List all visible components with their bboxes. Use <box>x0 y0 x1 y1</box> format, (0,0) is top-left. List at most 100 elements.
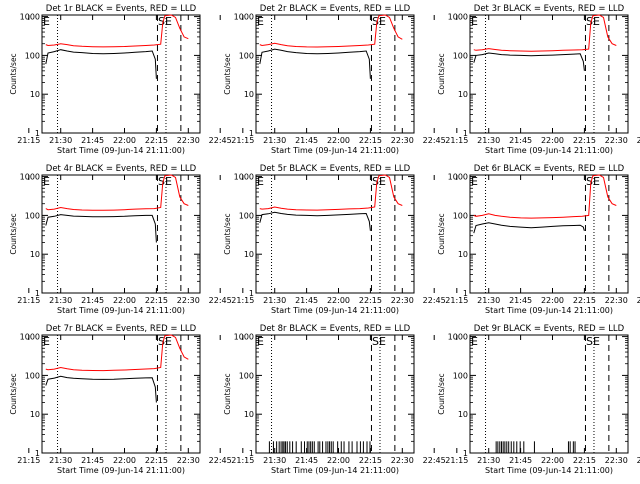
y-tick-label: 10 <box>458 90 468 99</box>
x-tick-label: 21:45 <box>295 136 318 145</box>
x-axis-label: Start Time (09-Jun-14 21:11:00) <box>485 306 613 315</box>
y-tick-label: 1000 <box>448 13 468 22</box>
x-tick-label: 22:15 <box>573 296 596 305</box>
lld-series-line <box>259 174 403 211</box>
x-tick-label: 22:00 <box>113 296 136 305</box>
x-tick-label: 22:00 <box>541 136 564 145</box>
x-axis-label: Start Time (09-Jun-14 21:11:00) <box>271 306 399 315</box>
y-tick-label: 1000 <box>20 13 40 22</box>
x-axis-label: Start Time (09-Jun-14 21:11:00) <box>485 466 613 475</box>
y-tick-label: 1000 <box>234 173 254 182</box>
event-marker-label: SE <box>158 335 172 348</box>
x-tick-label: 22:15 <box>359 296 382 305</box>
x-tick-label: 22:00 <box>327 136 350 145</box>
event-marker-label: SE <box>586 175 600 188</box>
y-tick-label: 10 <box>244 410 254 419</box>
y-tick-label: 100 <box>25 371 40 380</box>
lld-series-line <box>473 14 617 52</box>
x-tick-label: 22:30 <box>605 456 628 465</box>
y-axis-label: Counts/sec <box>223 213 232 254</box>
y-tick-label: 1000 <box>234 13 254 22</box>
subplot-det-3: Det 3r BLACK = Events, RED = LLD 1 10 100 10… <box>437 4 640 155</box>
x-tick-label: 22:15 <box>145 296 168 305</box>
x-tick-label: 21:45 <box>509 296 532 305</box>
x-tick-label: 21:30 <box>477 456 500 465</box>
subplot-title: Det 3r BLACK = Events, RED = LLD <box>474 4 625 14</box>
x-tick-label: 22:15 <box>359 136 382 145</box>
y-tick-label: 1 <box>35 129 40 138</box>
axes-frame <box>41 334 201 454</box>
y-tick-label: 10 <box>30 410 40 419</box>
x-tick-label: 22:45 <box>423 136 446 145</box>
y-tick-label: 1 <box>249 289 254 298</box>
x-tick-label: 22:30 <box>177 456 200 465</box>
event-marker-label: E <box>471 15 478 28</box>
x-tick-label: 21:15 <box>231 296 254 305</box>
x-tick-label: 21:15 <box>17 136 40 145</box>
x-tick-label: 22:15 <box>573 136 596 145</box>
y-tick-label: 1000 <box>234 333 254 342</box>
event-marker-label: SE <box>586 15 600 28</box>
subplot-title: Det 2r BLACK = Events, RED = LLD <box>260 4 411 14</box>
x-tick-label: 21:15 <box>17 296 40 305</box>
event-marker-label: SE <box>586 335 600 348</box>
y-tick-label: 100 <box>239 371 254 380</box>
event-marker-label: E <box>257 335 264 348</box>
x-axis-label: Start Time (09-Jun-14 21:11:00) <box>485 146 613 155</box>
y-tick-label: 100 <box>25 211 40 220</box>
x-tick-label: 22:45 <box>209 296 232 305</box>
x-tick-label: 22:00 <box>541 296 564 305</box>
y-tick-label: 1 <box>463 289 468 298</box>
event-marker-label: SE <box>372 15 386 28</box>
x-tick-label: 21:30 <box>49 296 72 305</box>
x-tick-label: 21:45 <box>509 136 532 145</box>
x-tick-label: 22:00 <box>327 296 350 305</box>
subplot-title: Det 5r BLACK = Events, RED = LLD <box>260 164 411 174</box>
subplot-det-7: Det 7r BLACK = Events, RED = LLD 1 10 100 10… <box>9 324 232 475</box>
x-tick-label: 22:45 <box>423 456 446 465</box>
x-tick-label: 21:30 <box>49 456 72 465</box>
event-marker-label: SE <box>372 175 386 188</box>
y-tick-label: 1 <box>249 129 254 138</box>
y-axis-label: Counts/sec <box>9 213 18 254</box>
lld-series-line <box>45 14 189 48</box>
y-tick-label: 1000 <box>20 173 40 182</box>
x-tick-label: 21:45 <box>81 296 104 305</box>
x-tick-label: 21:30 <box>263 136 286 145</box>
y-tick-label: 10 <box>30 90 40 99</box>
x-tick-label: 22:30 <box>177 296 200 305</box>
axes-frame <box>469 174 629 294</box>
x-tick-label: 21:30 <box>477 136 500 145</box>
x-tick-label: 22:00 <box>113 136 136 145</box>
event-marker-label: SE <box>158 15 172 28</box>
x-tick-label: 22:00 <box>541 456 564 465</box>
y-tick-label: 100 <box>453 51 468 60</box>
event-marker-label: E <box>257 15 264 28</box>
x-tick-label: 22:45 <box>209 136 232 145</box>
x-tick-label: 21:15 <box>445 456 468 465</box>
x-tick-label: 22:15 <box>145 456 168 465</box>
x-tick-label: 21:30 <box>477 296 500 305</box>
subplot-title: Det 1r BLACK = Events, RED = LLD <box>46 4 197 14</box>
x-axis-label: Start Time (09-Jun-14 21:11:00) <box>57 306 185 315</box>
y-tick-label: 10 <box>244 90 254 99</box>
event-marker-label: E <box>43 15 50 28</box>
y-tick-label: 1 <box>249 449 254 458</box>
x-tick-label: 22:15 <box>573 456 596 465</box>
axes-frame <box>469 334 629 454</box>
y-axis-label: Counts/sec <box>437 373 446 414</box>
x-tick-label: 22:45 <box>423 296 446 305</box>
y-axis-label: Counts/sec <box>437 213 446 254</box>
x-tick-label: 21:15 <box>445 136 468 145</box>
x-tick-label: 21:45 <box>295 456 318 465</box>
x-tick-label: 22:15 <box>359 456 382 465</box>
y-tick-label: 1000 <box>448 333 468 342</box>
events-series-line <box>45 214 157 243</box>
y-tick-label: 10 <box>30 250 40 259</box>
x-tick-label: 21:15 <box>231 136 254 145</box>
event-marker-label: E <box>43 335 50 348</box>
y-tick-label: 100 <box>239 211 254 220</box>
y-axis-label: Counts/sec <box>437 53 446 94</box>
x-tick-label: 21:45 <box>81 136 104 145</box>
y-tick-label: 1 <box>35 289 40 298</box>
